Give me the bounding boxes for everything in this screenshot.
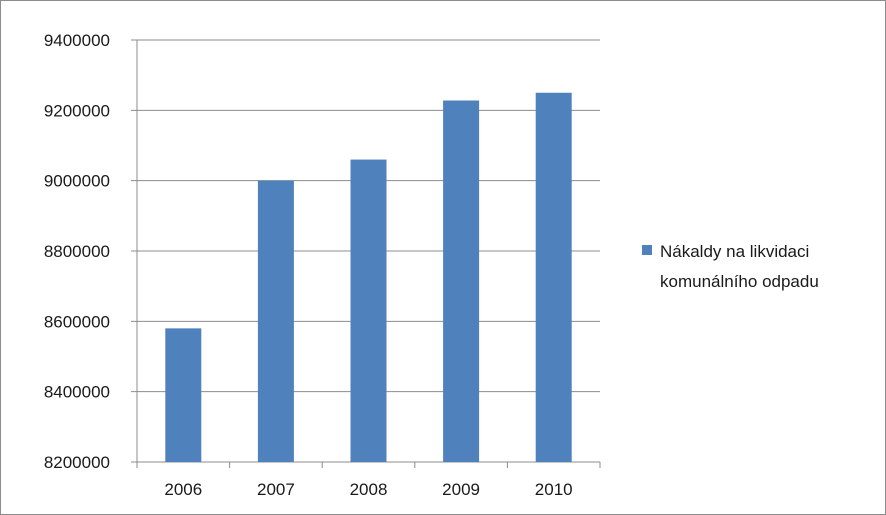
- legend-label-line-2: komunálního odpadu: [660, 272, 819, 291]
- x-tick-label: 2008: [350, 480, 388, 499]
- gridlines: [131, 39, 600, 393]
- bar-2009: [443, 100, 480, 462]
- legend: Nákaldy na likvidaci komunálního odpadu: [642, 242, 819, 291]
- bars: [165, 92, 572, 463]
- bar-2008: [350, 159, 387, 463]
- x-tick-label: 2006: [164, 480, 202, 499]
- y-tick-label: 9400000: [44, 31, 110, 50]
- x-tick-label: 2009: [442, 480, 480, 499]
- bar-2006: [165, 328, 202, 462]
- y-tick-label: 8800000: [44, 242, 110, 261]
- x-tick-label: 2007: [257, 480, 295, 499]
- x-tick-labels: 2006 2007 2008 2009 2010: [164, 480, 572, 499]
- bar-2010: [535, 92, 572, 462]
- x-tick-label: 2010: [535, 480, 573, 499]
- bar-2007: [257, 180, 294, 462]
- legend-label-line-1: Nákaldy na likvidaci: [660, 242, 809, 261]
- y-tick-label: 9000000: [44, 172, 110, 191]
- y-tick-label: 8600000: [44, 312, 110, 331]
- y-tick-label: 8400000: [44, 383, 110, 402]
- legend-swatch: [642, 245, 652, 255]
- y-tick-label: 9200000: [44, 101, 110, 120]
- y-tick-label: 8200000: [44, 453, 110, 472]
- y-tick-labels: 8200000 8400000 8600000 8800000 9000000 92000…: [44, 31, 110, 472]
